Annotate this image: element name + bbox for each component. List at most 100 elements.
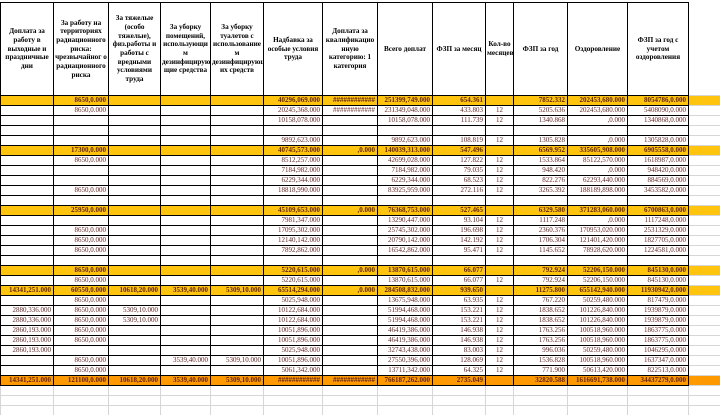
cell[interactable]: 12 <box>485 275 514 286</box>
cell[interactable]: 8650,0.000 <box>53 185 109 196</box>
empty-cell[interactable] <box>0 395 54 406</box>
cell[interactable]: 8650,0.000 <box>53 355 109 366</box>
cell[interactable]: 2531329,0.000 <box>627 225 689 236</box>
empty-cell[interactable] <box>688 105 720 116</box>
cell[interactable] <box>53 165 109 176</box>
cell[interactable] <box>377 125 433 136</box>
cell[interactable] <box>108 345 161 356</box>
column-header[interactable]: Доплата за квалификацио нную категорию: … <box>322 2 378 96</box>
cell[interactable] <box>567 195 628 206</box>
cell[interactable]: 817479,0.000 <box>627 295 689 306</box>
cell[interactable]: 127.822 <box>432 155 486 166</box>
cell[interactable] <box>53 345 109 356</box>
cell[interactable]: 8650,0.000 <box>53 315 109 326</box>
cell[interactable]: 7892,862.000 <box>263 245 323 256</box>
cell[interactable] <box>210 265 264 276</box>
cell[interactable]: 79.035 <box>432 165 486 176</box>
cell[interactable]: ,0.000 <box>322 145 378 156</box>
cell[interactable]: 101226,840.000 <box>567 315 628 326</box>
cell[interactable]: 66.077 <box>432 275 486 286</box>
cell[interactable]: 32743,438.000 <box>377 345 433 356</box>
cell[interactable]: 5220,615.000 <box>263 265 323 276</box>
cell[interactable]: 547.496 <box>432 145 486 156</box>
cell[interactable] <box>210 165 264 176</box>
cell[interactable]: ############ <box>322 375 378 386</box>
cell[interactable] <box>322 215 378 226</box>
empty-cell[interactable] <box>210 405 264 415</box>
cell[interactable] <box>513 195 568 206</box>
cell[interactable]: 1533.864 <box>513 155 568 166</box>
cell[interactable] <box>485 205 514 216</box>
cell[interactable]: 10618,20.000 <box>108 375 161 386</box>
cell[interactable]: 2860,193.000 <box>0 325 54 336</box>
empty-cell[interactable] <box>688 145 720 156</box>
empty-cell[interactable] <box>688 95 720 106</box>
cell[interactable]: 14341,251.000 <box>0 375 54 386</box>
cell[interactable] <box>0 215 54 226</box>
cell[interactable]: 8650,0.000 <box>53 275 109 286</box>
cell[interactable]: 8650,0.000 <box>53 365 109 376</box>
cell[interactable]: 9892,623.000 <box>263 135 323 146</box>
cell[interactable] <box>53 175 109 186</box>
cell[interactable] <box>0 355 54 366</box>
empty-cell[interactable] <box>688 155 720 166</box>
empty-cell[interactable] <box>688 175 720 186</box>
cell[interactable]: 8512,257.000 <box>263 155 323 166</box>
cell[interactable]: 3453582,0.000 <box>627 185 689 196</box>
cell[interactable] <box>322 115 378 126</box>
cell[interactable]: 7184,982.000 <box>263 165 323 176</box>
cell[interactable] <box>322 295 378 306</box>
cell[interactable]: 10158,078.000 <box>263 115 323 126</box>
cell[interactable] <box>210 195 264 206</box>
cell[interactable]: 3539,40.000 <box>160 285 211 296</box>
empty-cell[interactable] <box>688 275 720 286</box>
cell[interactable]: 121401,420.000 <box>567 235 628 246</box>
cell[interactable]: 12 <box>485 225 514 236</box>
column-header[interactable]: ФЗП за год <box>513 2 568 96</box>
cell[interactable]: 948.420 <box>513 165 568 176</box>
cell[interactable] <box>432 255 486 266</box>
cell[interactable]: 5309,10.000 <box>210 355 264 366</box>
cell[interactable] <box>0 105 54 116</box>
cell[interactable]: 1117.248 <box>513 215 568 226</box>
cell[interactable] <box>322 255 378 266</box>
empty-cell[interactable] <box>688 335 720 346</box>
empty-cell[interactable] <box>53 395 109 406</box>
cell[interactable]: 202453,680.000 <box>567 95 628 106</box>
cell[interactable]: 1939879,0.000 <box>627 315 689 326</box>
cell[interactable] <box>485 95 514 106</box>
empty-cell[interactable] <box>432 395 486 406</box>
column-header[interactable]: ФЗП за год с учетом оздоровления <box>627 2 689 96</box>
empty-cell[interactable] <box>688 385 720 396</box>
cell[interactable]: 8650,0.000 <box>53 245 109 256</box>
cell[interactable] <box>160 335 211 346</box>
cell[interactable] <box>485 265 514 276</box>
cell[interactable] <box>0 175 54 186</box>
cell[interactable]: 5309,10.000 <box>210 375 264 386</box>
cell[interactable] <box>108 145 161 156</box>
cell[interactable] <box>0 365 54 376</box>
cell[interactable]: 46419,386.000 <box>377 325 433 336</box>
cell[interactable]: 792.924 <box>513 265 568 276</box>
empty-cell[interactable] <box>0 385 54 396</box>
cell[interactable]: 12 <box>485 155 514 166</box>
cell[interactable]: 6229,344.000 <box>377 175 433 186</box>
cell[interactable]: ,0.000 <box>322 205 378 216</box>
cell[interactable]: 121100,0.000 <box>53 375 109 386</box>
cell[interactable] <box>0 295 54 306</box>
cell[interactable]: 2360.376 <box>513 225 568 236</box>
empty-cell[interactable] <box>688 215 720 226</box>
empty-cell[interactable] <box>263 395 323 406</box>
cell[interactable] <box>108 235 161 246</box>
cell[interactable]: 433.803 <box>432 105 486 116</box>
cell[interactable]: 51994,468.000 <box>377 315 433 326</box>
cell[interactable] <box>108 155 161 166</box>
cell[interactable] <box>53 195 109 206</box>
cell[interactable]: 188189,898.000 <box>567 185 628 196</box>
cell[interactable]: 654.361 <box>432 95 486 106</box>
cell[interactable]: 10158,078.000 <box>377 115 433 126</box>
cell[interactable]: 153.221 <box>432 315 486 326</box>
cell[interactable]: 2860,193.000 <box>0 335 54 346</box>
cell[interactable] <box>160 275 211 286</box>
cell[interactable]: 2735.049 <box>432 375 486 386</box>
